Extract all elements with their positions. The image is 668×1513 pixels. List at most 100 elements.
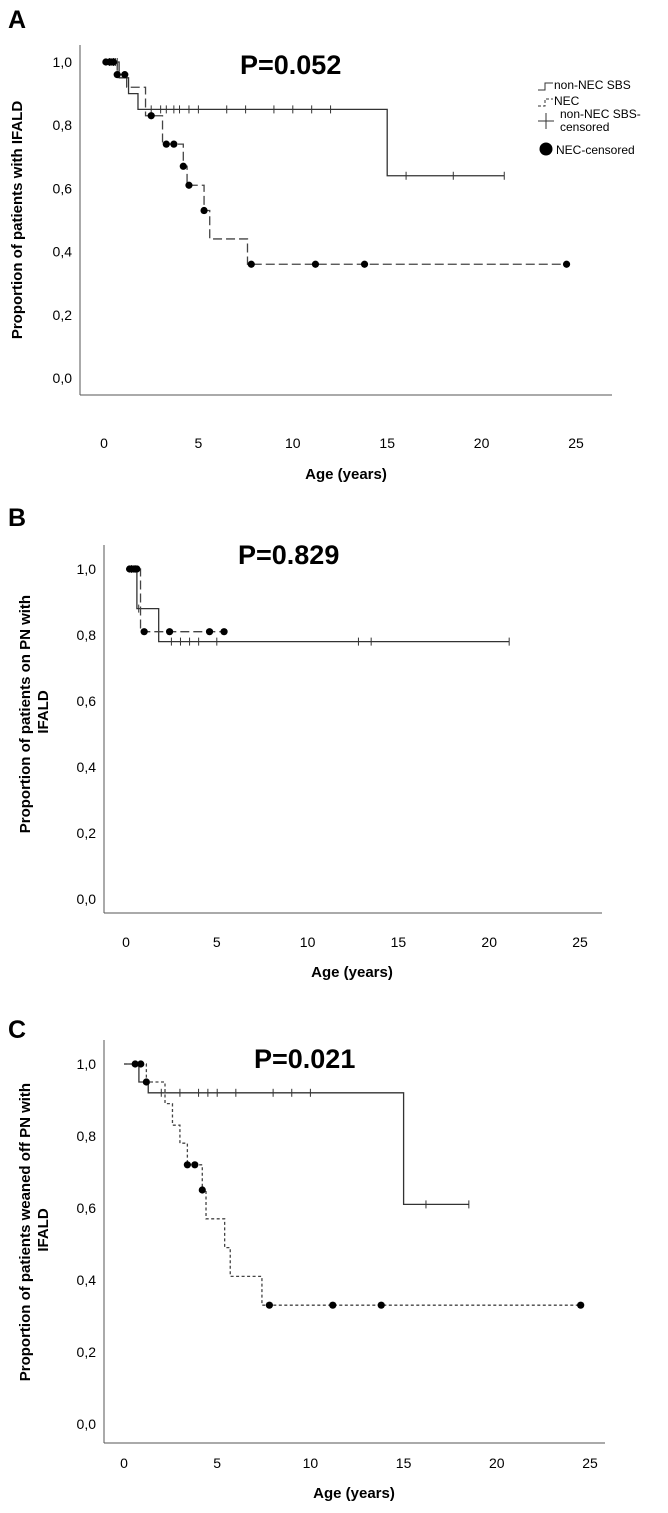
panel-letter: C: [8, 1016, 26, 1044]
censor-dot-nec: [200, 206, 208, 215]
x-tick-label: 0: [120, 1455, 128, 1471]
censor-dot-nec: [183, 1161, 191, 1169]
censor-dot-nec: [191, 1161, 199, 1169]
censor-dot-nec: [113, 71, 121, 79]
axis-ticks: 0 5 10 15 20 25 0,0 0,2 0,4 0,6 0,8 1,0: [77, 561, 588, 950]
km-curve-non-nec-sbs: [124, 1063, 469, 1206]
x-tick-label: 15: [379, 435, 395, 451]
x-tick-label: 10: [285, 435, 301, 451]
p-value: P=0.052: [240, 50, 341, 80]
legend-label-non-nec-sbs: non-NEC SBS: [554, 78, 631, 92]
p-value: P=0.021: [254, 1044, 355, 1074]
y-tick-label: 1,0: [53, 54, 73, 70]
censor-dot-nec: [220, 628, 228, 636]
y-tick-label: 0,4: [53, 244, 73, 260]
legend-label-line-1: non-NEC SBS-: [560, 107, 641, 121]
km-curve-nec: [104, 61, 567, 265]
censor-dot-nec: [131, 1060, 139, 1068]
x-tick-label: 20: [474, 435, 490, 451]
censor-dot-nec: [247, 260, 255, 268]
y-axis-label-line-1: Proportion of patients weaned off PN wit…: [17, 1083, 34, 1381]
censor-dot-nec: [198, 1186, 206, 1194]
censor-dot-nec: [360, 260, 369, 268]
panel-b: B P=0.829 0 5 10 15 20 25 0,0 0,2 0,4 0,6 0,8 1,0 A…: [8, 504, 602, 981]
x-tick-label: 0: [122, 934, 130, 950]
chart-marks: [102, 58, 571, 268]
x-tick-label: 10: [303, 1455, 319, 1471]
censor-dot-nec: [121, 71, 129, 79]
y-tick-label: 1,0: [77, 1056, 97, 1072]
x-tick-label: 20: [489, 1455, 505, 1471]
x-tick-label: 15: [391, 934, 407, 950]
x-tick-label: 5: [213, 934, 221, 950]
y-tick-label: 0,0: [53, 370, 73, 386]
y-tick-label: 0,4: [77, 1272, 97, 1288]
legend-label-nec: NEC: [554, 94, 580, 108]
legend-label-line-2: censored: [560, 120, 609, 134]
x-tick-label: 20: [481, 934, 497, 950]
panel-c: C P=0.021 0 5 10 15 20 25 0,0 0,2 0,4 0,6 0,8 1,0 A…: [8, 1016, 605, 1502]
km-curve-non-nec-sbs: [126, 568, 510, 643]
x-axis-label: Age (years): [311, 964, 393, 981]
x-tick-label: 25: [572, 934, 588, 950]
x-axis-label: Age (years): [305, 466, 387, 483]
y-axis-label: Proportion of patients with IFALD: [9, 101, 26, 339]
censor-dot-nec: [311, 260, 320, 268]
legend-swatch-non-nec-censored: [538, 113, 554, 129]
axis-ticks: 0 5 10 15 20 25 0,0 0,2 0,4 0,6 0,8 1,0: [77, 1056, 598, 1471]
x-tick-label: 10: [300, 934, 316, 950]
censor-dot-nec: [133, 565, 141, 573]
x-tick-label: 25: [568, 435, 584, 451]
y-tick-label: 0,2: [77, 1344, 97, 1360]
censor-dot-nec: [562, 260, 571, 268]
panel-letter: B: [8, 504, 26, 532]
y-axis-label-line-2: IFALD: [35, 1208, 52, 1251]
y-tick-label: 0,8: [77, 627, 97, 643]
x-tick-label: 5: [213, 1455, 221, 1471]
x-tick-label: 25: [582, 1455, 598, 1471]
censor-dot-nec: [170, 140, 178, 148]
censor-dot-nec: [140, 628, 148, 636]
x-tick-label: 5: [195, 435, 203, 451]
censor-dot-nec: [329, 1301, 337, 1309]
chart-marks: [126, 565, 510, 646]
legend-swatch-non-nec-sbs: [538, 82, 553, 91]
legend-label-nec-censored: NEC-censored: [556, 143, 635, 157]
y-axis-label: Proportion of patients on PN with IFALD: [17, 591, 52, 834]
y-tick-label: 0,0: [77, 891, 97, 907]
censor-dot-nec: [265, 1301, 273, 1309]
y-tick-label: 0,8: [53, 117, 73, 133]
chart-marks: [124, 1060, 585, 1309]
censor-dot-nec: [109, 58, 118, 66]
y-tick-label: 0,6: [77, 693, 97, 709]
x-axis-label: Age (years): [313, 1485, 395, 1502]
legend-swatch-nec: [538, 98, 553, 107]
y-axis-label-line-2: IFALD: [35, 690, 52, 733]
km-curve-nec: [124, 1063, 581, 1306]
km-curve-non-nec-sbs: [104, 61, 505, 177]
censor-dot-nec: [142, 1078, 150, 1086]
censor-dot-nec: [205, 628, 214, 636]
p-value: P=0.829: [238, 540, 339, 570]
x-tick-label: 15: [396, 1455, 412, 1471]
y-tick-label: 0,4: [77, 759, 97, 775]
panel-a: A P=0.052 0 5 10 15 20 25 0,0 0,2 0,4 0,6 0,8 1,0 A…: [8, 6, 612, 483]
x-tick-label: 0: [100, 435, 108, 451]
y-tick-label: 0,0: [77, 1416, 97, 1432]
censor-dot-nec: [147, 112, 155, 120]
censor-dot-nec: [162, 140, 170, 148]
y-tick-label: 1,0: [77, 561, 97, 577]
censor-dot-nec: [179, 162, 187, 170]
y-tick-label: 0,6: [53, 180, 73, 196]
censor-dot-nec: [185, 181, 193, 189]
censor-dot-nec: [137, 1060, 145, 1068]
y-tick-label: 0,2: [53, 307, 73, 323]
y-axis-label-line-1: Proportion of patients on PN with: [17, 595, 34, 833]
legend-swatch-nec-censored: [539, 142, 553, 156]
censor-dot-nec: [165, 628, 174, 636]
censor-dot-nec: [577, 1301, 585, 1309]
y-tick-label: 0,8: [77, 1128, 97, 1144]
panel-letter: A: [8, 6, 26, 34]
y-tick-label: 0,2: [77, 825, 97, 841]
